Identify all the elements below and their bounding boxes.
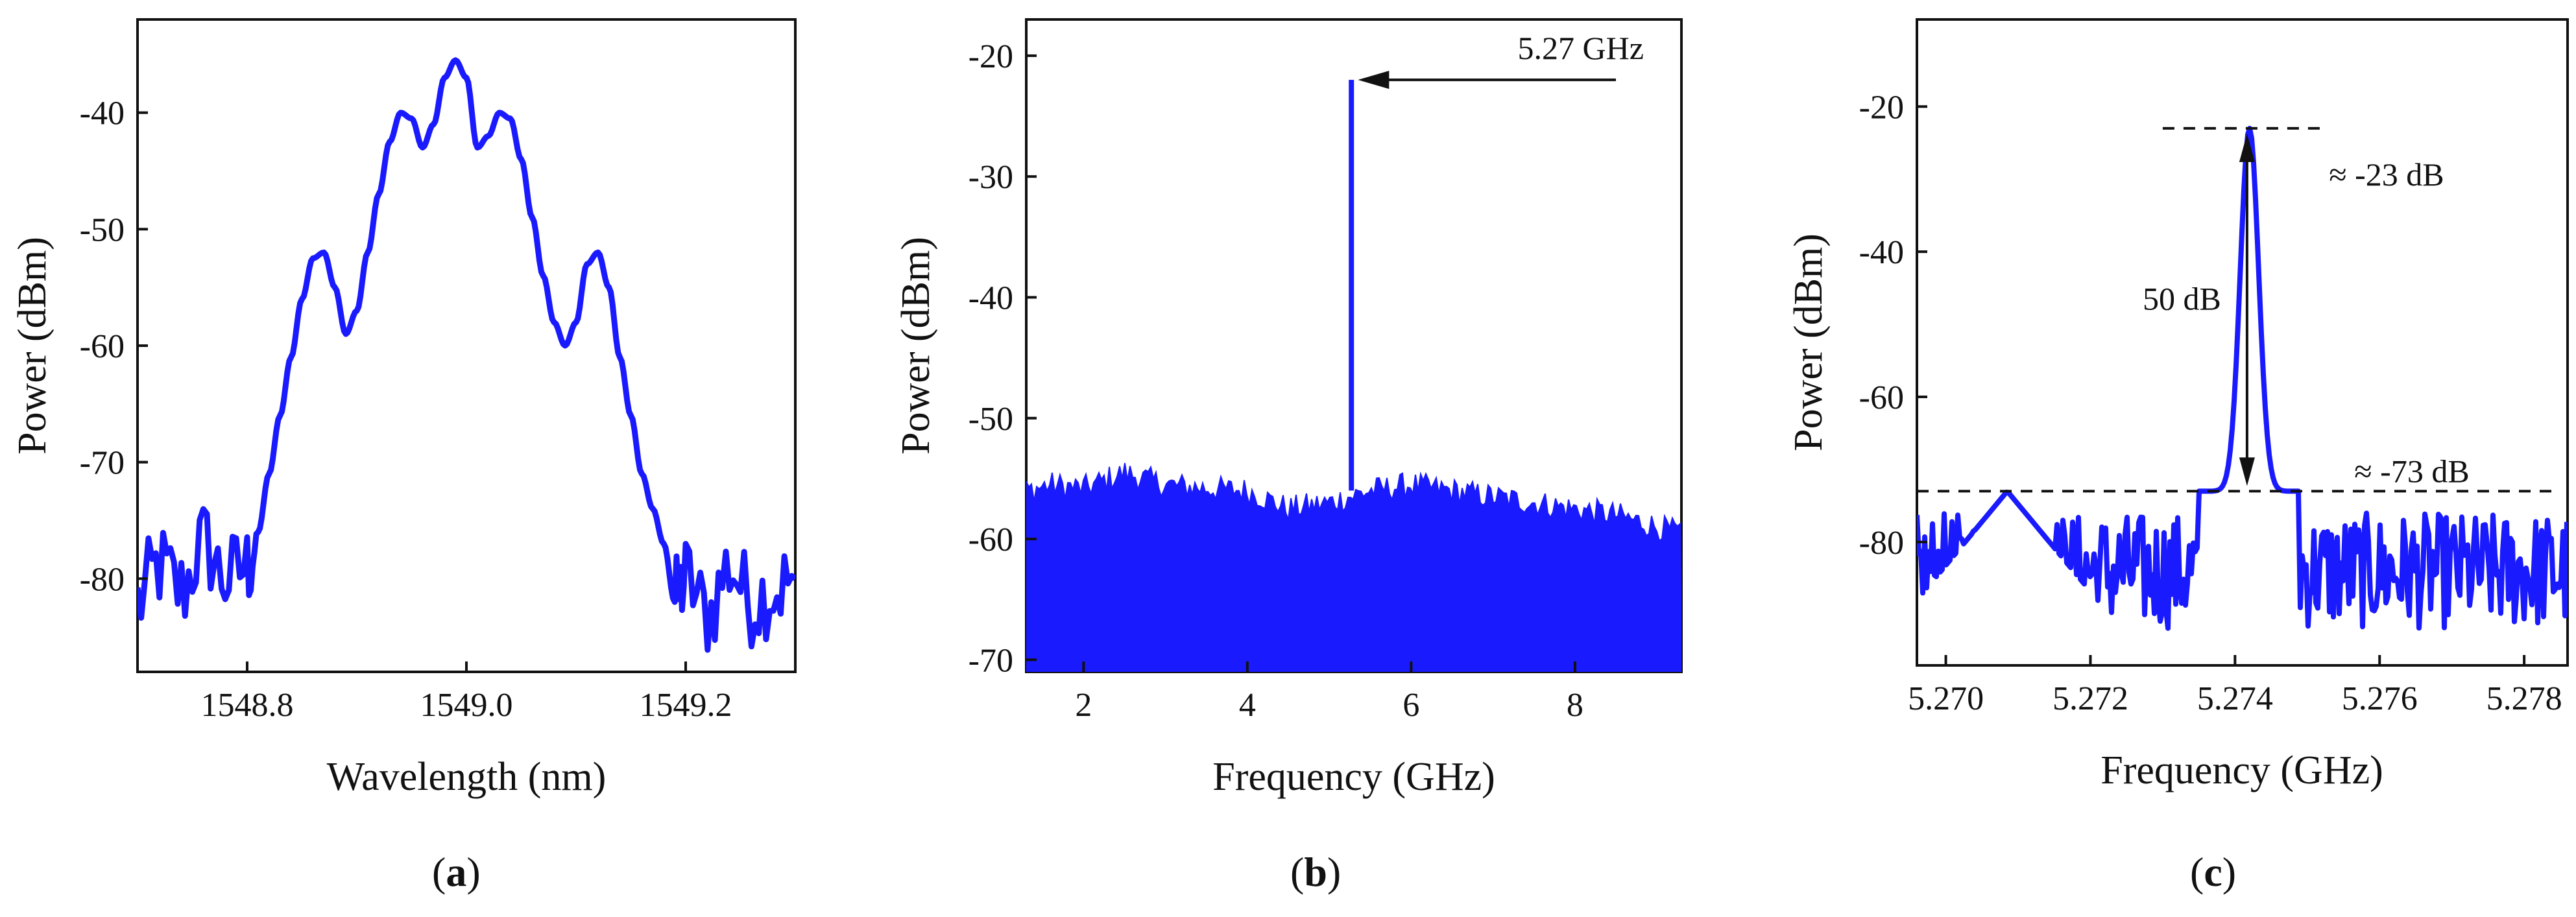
data-layer	[138, 57, 795, 653]
y-tick-label: -60	[1859, 379, 1904, 416]
y-tick-label: -40	[1859, 234, 1904, 271]
y-axis-title: Power (dBm)	[894, 237, 938, 455]
y-tick-label: -80	[80, 561, 125, 598]
x-tick-label: 1549.0	[420, 687, 513, 724]
plot-frame	[1916, 18, 2569, 667]
y-tick-label: -30	[969, 159, 1013, 196]
x-tick-label: 2	[1075, 687, 1092, 724]
y-axis-title: Power (dBm)	[1787, 233, 1831, 451]
y-tick-label: -60	[969, 521, 1013, 558]
y-tick-label: -20	[969, 38, 1013, 75]
y-tick-label: -40	[80, 95, 125, 132]
panel-label: (c)	[2190, 849, 2236, 895]
data-layer	[1026, 80, 1681, 672]
y-tick-label: -70	[969, 642, 1013, 679]
y-tick-label: -50	[80, 211, 125, 248]
series-line	[1917, 126, 2568, 631]
panel-c: Frequency (GHz) Power (dBm) (c) 5.270 5.2…	[1787, 18, 2569, 895]
y-tick-label: -50	[969, 401, 1013, 438]
x-tick-label: 5.278	[2486, 680, 2562, 717]
x-tick-label: 6	[1402, 687, 1419, 724]
series-line	[138, 57, 795, 653]
x-tick-label: 5.276	[2342, 680, 2418, 717]
noise-floor-area	[1026, 462, 1681, 672]
x-axis-title: Wavelength (nm)	[327, 755, 607, 799]
arrow-head	[1358, 71, 1390, 89]
y-tick-label: -60	[80, 328, 125, 365]
x-tick-label: 8	[1567, 687, 1583, 724]
y-tick-label: -70	[80, 445, 125, 482]
floor-level-annotation: ≈ -73 dB	[2354, 453, 2469, 489]
y-tick-label: -80	[1859, 525, 1904, 562]
arrow-head	[2239, 457, 2255, 486]
panel-b: Frequency (GHz) Power (dBm) (b) 2 4 6 8 -70 -…	[894, 18, 1683, 895]
x-axis-title: Frequency (GHz)	[1212, 755, 1495, 799]
x-tick-label: 5.274	[2197, 680, 2273, 717]
difference-annotation: 50 dB	[2143, 281, 2221, 317]
x-tick-label: 5.272	[2052, 680, 2128, 717]
y-tick-label: -20	[1859, 89, 1904, 126]
x-tick-label: 4	[1239, 687, 1256, 724]
panel-label: (b)	[1290, 849, 1341, 895]
data-layer	[1917, 126, 2568, 631]
x-tick-label: 1548.8	[201, 687, 294, 724]
panel-a: Wavelength (nm) Power (dBm) (a) 1548.8 15…	[10, 18, 797, 895]
peak-level-annotation: ≈ -23 dB	[2329, 156, 2444, 193]
y-axis-title: Power (dBm)	[10, 237, 54, 455]
peak-annotation: 5.27 GHz	[1518, 30, 1644, 66]
x-tick-label: 1549.2	[640, 687, 732, 724]
x-axis-title: Frequency (GHz)	[2101, 748, 2383, 792]
y-tick-label: -40	[969, 280, 1013, 316]
x-tick-label: 5.270	[1908, 680, 1984, 717]
plot-frame	[136, 18, 797, 673]
panel-label: (a)	[432, 849, 481, 895]
arrow-head	[2239, 133, 2255, 162]
